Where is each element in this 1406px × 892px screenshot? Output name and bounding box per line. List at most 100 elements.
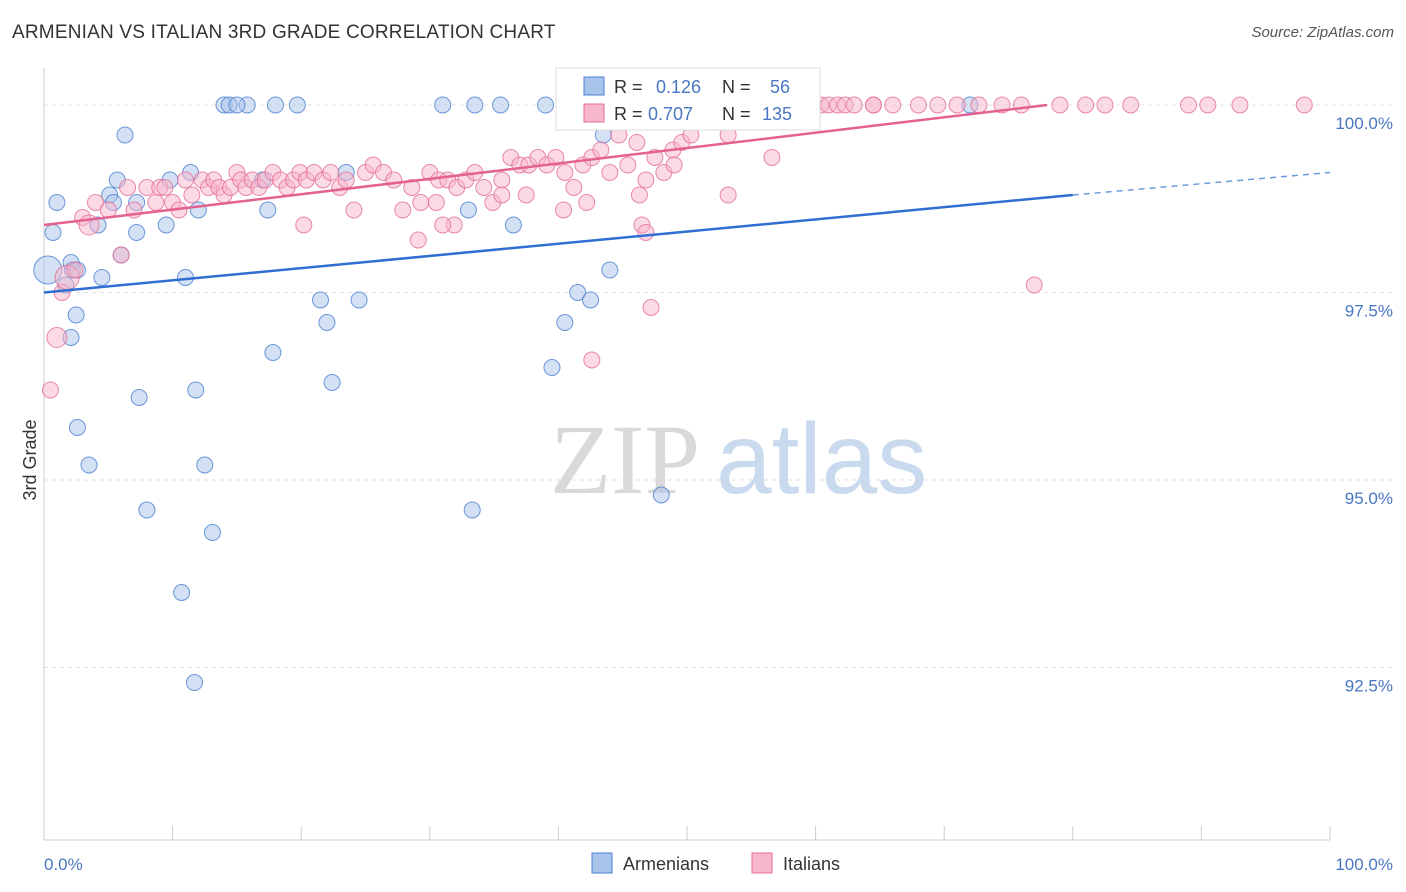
armenian-point-34 — [259, 201, 277, 219]
legend-bottom-label-italians: Italians — [783, 854, 840, 874]
armenian-point-45 — [466, 96, 484, 114]
armenian-point-59 — [173, 584, 191, 601]
italian-point-107 — [970, 96, 988, 114]
italian-point-129 — [637, 224, 655, 241]
armenian-point-1 — [48, 194, 66, 211]
italian-point-105 — [929, 96, 947, 114]
italian-point-134 — [1025, 276, 1043, 294]
axes — [43, 68, 1331, 841]
italian-point-119 — [409, 231, 427, 249]
italian-point-71 — [601, 164, 619, 181]
y-axis-label: 3rd Grade — [20, 419, 40, 500]
italian-point-67 — [565, 179, 583, 196]
armenian-point-38 — [311, 291, 329, 309]
italian-point-59 — [493, 171, 511, 189]
italian-point-123 — [517, 186, 535, 204]
italian-point-124 — [555, 201, 573, 219]
armenian-point-49 — [537, 96, 555, 114]
italian-point-118 — [295, 216, 313, 234]
italian-point-104 — [909, 96, 927, 114]
armenian-point-35 — [264, 344, 282, 361]
armenian-point-52 — [569, 284, 587, 301]
y-tick-label-0: 100.0% — [1335, 114, 1393, 133]
legend-bottom-label-armenians: Armenians — [623, 854, 709, 874]
italian-point-116 — [1231, 96, 1249, 114]
italian-point-4 — [66, 261, 84, 279]
italian-point-135 — [763, 149, 781, 166]
italian-point-0 — [41, 381, 59, 399]
armenian-trend-line — [43, 193, 1073, 294]
italian-point-106 — [948, 96, 966, 114]
armenian-point-37 — [288, 96, 306, 114]
italian-point-7 — [86, 194, 104, 211]
armenian-trend-extension — [1072, 171, 1331, 196]
source-label: Source: ZipAtlas.com — [1251, 24, 1394, 41]
italian-point-75 — [637, 171, 655, 189]
armenian-point-40 — [323, 374, 341, 391]
italian-point-10 — [119, 179, 137, 196]
tick-labels: 100.0% 97.5% 95.0% 92.5% 0.0% 100.0% — [44, 114, 1393, 874]
italian-point-43 — [345, 201, 363, 219]
x-tick-label-max: 100.0% — [1335, 855, 1393, 874]
italian-point-74 — [628, 134, 646, 151]
italian-point-66 — [556, 164, 574, 181]
legend-r-label-italians: R = — [614, 104, 643, 124]
armenian-point-2 — [44, 224, 62, 241]
italian-point-50 — [412, 194, 430, 211]
armenian-point-28 — [203, 524, 221, 541]
italian-point-57 — [475, 179, 493, 196]
armenian-point-8 — [68, 419, 86, 436]
italian-point-114 — [1180, 96, 1198, 114]
armenian-point-47 — [492, 96, 510, 114]
armenian-point-42 — [350, 291, 368, 309]
armenian-point-21 — [157, 216, 175, 234]
italian-point-122 — [493, 186, 511, 204]
y-tick-label-2: 95.0% — [1345, 489, 1393, 508]
armenian-point-46 — [463, 501, 481, 519]
italian-point-40 — [322, 164, 340, 181]
italian-point-130 — [583, 351, 601, 369]
legend-r-value-armenians: 0.126 — [656, 77, 701, 97]
chart-title: ARMENIAN VS ITALIAN 3RD GRADE CORRELATIO… — [12, 22, 556, 43]
armenian-point-43 — [434, 96, 452, 114]
armenian-point-11 — [93, 269, 111, 286]
armenian-point-50 — [543, 359, 561, 376]
armenian-point-53 — [582, 291, 600, 309]
legend-n-label-armenians: N = — [722, 77, 751, 97]
armenian-point-19 — [130, 389, 148, 406]
italian-point-73 — [619, 156, 637, 174]
armenian-point-26 — [187, 381, 205, 399]
italian-point-111 — [1077, 96, 1095, 114]
stats-legend: R = 0.126 N = 56 R = 0.707 N = 135 — [555, 67, 821, 131]
watermark-atlas: atlas — [716, 403, 927, 515]
x-tick-label-min: 0.0% — [44, 855, 83, 874]
armenian-point-56 — [652, 486, 670, 504]
italian-point-125 — [578, 194, 596, 211]
y-tick-label-3: 92.5% — [1345, 677, 1393, 696]
watermark-zip: ZIP — [550, 404, 700, 515]
armenian-point-27 — [196, 456, 214, 474]
italian-point-19 — [183, 186, 201, 204]
legend-r-label-armenians: R = — [614, 77, 643, 97]
italian-point-13 — [147, 194, 165, 211]
legend-bottom-swatch-armenians — [591, 852, 613, 874]
trend-lines — [43, 103, 1331, 294]
legend-swatch-italians — [583, 103, 605, 123]
italian-point-117 — [1295, 96, 1313, 114]
italian-point-110 — [1051, 96, 1069, 114]
armenian-point-18 — [128, 224, 146, 241]
armenian-point-48 — [504, 216, 522, 234]
watermark: ZIP atlas — [550, 403, 927, 515]
armenian-point-32 — [228, 96, 246, 114]
italian-point-112 — [1096, 96, 1114, 114]
italian-point-48 — [394, 201, 412, 219]
legend-swatch-armenians — [583, 76, 605, 96]
armenian-point-25 — [189, 201, 207, 219]
y-tick-label-1: 97.5% — [1345, 302, 1393, 321]
legend-n-value-armenians: 56 — [770, 77, 790, 97]
italian-point-49 — [403, 179, 421, 196]
italian-point-128 — [665, 156, 683, 174]
italian-point-15 — [156, 179, 174, 196]
armenian-point-60 — [185, 674, 203, 691]
